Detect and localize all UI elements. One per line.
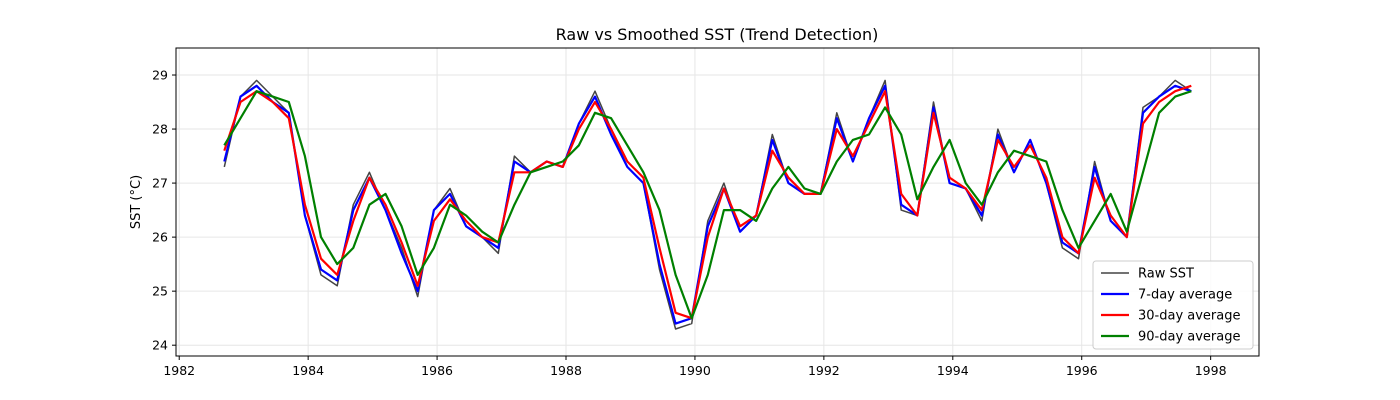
x-tick-label: 1986: [421, 363, 453, 378]
legend: Raw SST 7-day average 30-day average 90-day…: [1092, 260, 1254, 350]
x-axis: 1982 1984 1986 1988 1990 1992 1994 1996 1998: [163, 356, 1227, 378]
y-tick-label: 24: [152, 338, 168, 353]
series-line-2: [223, 84, 1192, 320]
x-tick-label: 1990: [679, 363, 711, 378]
x-tick-label: 1992: [808, 363, 840, 378]
y-axis-title: SST (°C): [129, 175, 144, 229]
legend-label-1: 7-day average: [1138, 288, 1232, 303]
series-line-3: [223, 90, 1192, 320]
chart-title: Raw vs Smoothed SST (Trend Detection): [556, 25, 879, 44]
y-tick-label: 25: [152, 284, 168, 299]
y-tick-label: 27: [152, 176, 168, 191]
legend-label-2: 30-day average: [1138, 309, 1241, 324]
y-axis: 24 25 26 27 28 29: [152, 68, 176, 353]
legend-label-0: Raw SST: [1138, 267, 1194, 282]
series-line-1: [223, 84, 1192, 325]
x-tick-label: 1988: [550, 363, 582, 378]
x-tick-label: 1982: [163, 363, 195, 378]
x-tick-label: 1994: [937, 363, 969, 378]
y-tick-label: 29: [152, 68, 168, 83]
y-tick-label: 28: [152, 122, 168, 137]
plot-frame: [175, 47, 1260, 357]
x-tick-label: 1996: [1066, 363, 1098, 378]
series-layer: [223, 79, 1192, 330]
legend-box: [1092, 260, 1254, 350]
legend-label-3: 90-day average: [1138, 330, 1241, 345]
y-tick-label: 26: [152, 230, 168, 245]
x-tick-label: 1984: [292, 363, 324, 378]
x-tick-label: 1998: [1195, 363, 1227, 378]
